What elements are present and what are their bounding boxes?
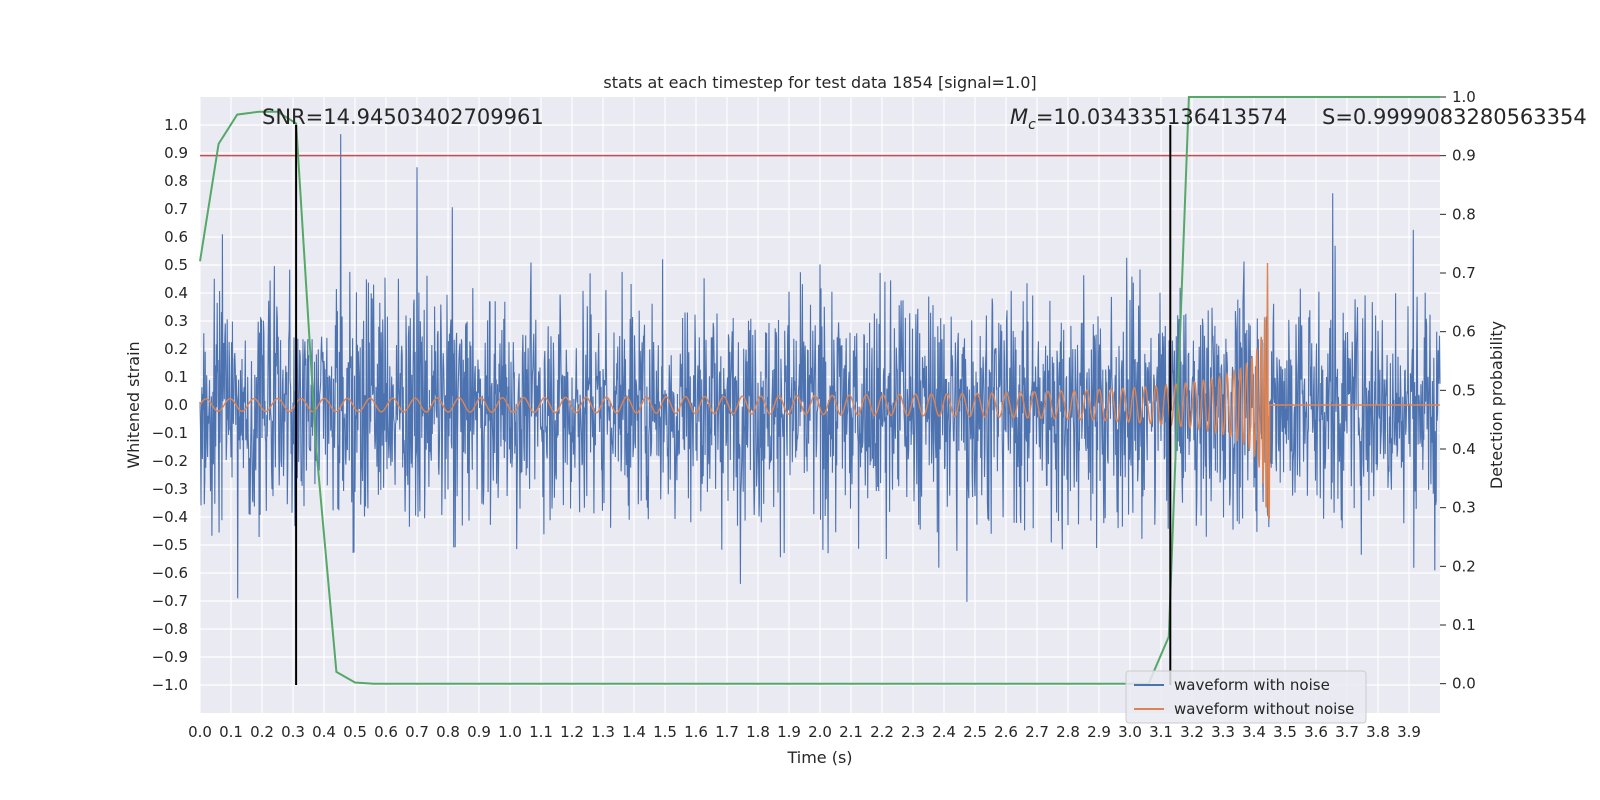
- snr-annotation: SNR=14.94503402709961: [262, 105, 544, 129]
- x-tick-label: 0.0: [188, 723, 212, 741]
- y-tick-label: 0.8: [164, 172, 188, 190]
- y2-tick-label: 0.6: [1452, 323, 1476, 341]
- chirp-mass-value: =10.034335136413574: [1036, 105, 1287, 129]
- y-tick-label: 0.0: [164, 396, 188, 414]
- y-tick-label: 1.0: [164, 116, 188, 134]
- y2-tick-label: 0.0: [1452, 675, 1476, 693]
- x-tick-label: 0.1: [219, 723, 243, 741]
- x-tick-label: 2.7: [1025, 723, 1049, 741]
- x-tick-label: 1.0: [498, 723, 522, 741]
- x-tick-label: 3.3: [1211, 723, 1235, 741]
- x-tick-label: 3.4: [1242, 723, 1266, 741]
- legend-box: [1125, 670, 1367, 724]
- clean-waveform-line: [199, 262, 1440, 519]
- x-tick-label: 1.1: [529, 723, 553, 741]
- y2-tick-label: 0.4: [1452, 440, 1476, 458]
- x-tick-label: 3.0: [1118, 723, 1142, 741]
- x-tick-label: 0.9: [467, 723, 491, 741]
- x-tick-label: 1.9: [777, 723, 801, 741]
- y-tick-label: −0.5: [152, 536, 188, 554]
- x-tick-label: 3.5: [1273, 723, 1297, 741]
- detection-probability-line: [199, 96, 1440, 685]
- legend-label-noise: waveform with noise: [1174, 676, 1330, 694]
- y2-tick-label: 0.2: [1452, 557, 1476, 575]
- chirp-mass-symbol: M: [1010, 105, 1028, 129]
- x-tick-label: 2.5: [963, 723, 987, 741]
- x-tick-label: 0.8: [436, 723, 460, 741]
- x-tick-label: 2.0: [808, 723, 832, 741]
- plot-layer: [199, 96, 1441, 685]
- y-tick-label: 0.2: [164, 340, 188, 358]
- x-tick-label: 1.2: [560, 723, 584, 741]
- x-tick-label: 2.4: [932, 723, 956, 741]
- y2-tick-label: 0.5: [1452, 381, 1476, 399]
- x-tick-label: 3.2: [1180, 723, 1204, 741]
- x-tick-label: 3.6: [1304, 723, 1328, 741]
- y-tick-label: −0.4: [152, 508, 188, 526]
- x-tick-label: 0.7: [405, 723, 429, 741]
- legend-label-clean: waveform without noise: [1174, 700, 1354, 718]
- y-tick-label: −0.6: [152, 564, 188, 582]
- tick-labels: 0.0 0.1 0.2 0.3 0.4 0.5 0.6 0.7 0.8 0.9 1.0 1.1 1.2 1…: [152, 88, 1476, 741]
- y-tick-label: −1.0: [152, 676, 188, 694]
- x-tick-label: 2.9: [1087, 723, 1111, 741]
- y2-tick-label: 0.9: [1452, 147, 1476, 165]
- x-tick-label: 1.4: [622, 723, 646, 741]
- detection-score-annotation: S=0.9999083280563354: [1322, 105, 1587, 129]
- legend: waveform with noise waveform without noi…: [1125, 670, 1367, 724]
- y-tick-label: −0.7: [152, 592, 188, 610]
- y-tick-label: 0.6: [164, 228, 188, 246]
- x-tick-label: 0.2: [250, 723, 274, 741]
- x-tick-label: 0.5: [343, 723, 367, 741]
- y-tick-label: 0.9: [164, 144, 188, 162]
- x-tick-label: 1.7: [715, 723, 739, 741]
- x-tick-label: 3.1: [1149, 723, 1173, 741]
- x-tick-label: 2.1: [839, 723, 863, 741]
- x-tick-label: 1.6: [684, 723, 708, 741]
- x-tick-label: 3.8: [1366, 723, 1390, 741]
- x-tick-label: 1.3: [591, 723, 615, 741]
- y-tick-label: −0.8: [152, 620, 188, 638]
- x-tick-label: 2.8: [1056, 723, 1080, 741]
- x-tick-label: 0.4: [312, 723, 336, 741]
- y2-tick-label: 0.1: [1452, 616, 1476, 634]
- x-tick-label: 2.2: [870, 723, 894, 741]
- x-axis-label: Time (s): [786, 748, 852, 767]
- y-axis-label: Whitened strain: [124, 341, 143, 468]
- y2-axis-label: Detection probability: [1487, 321, 1506, 489]
- x-tick-label: 3.9: [1397, 723, 1421, 741]
- y-tick-label: 0.7: [164, 200, 188, 218]
- chirp-mass-annotation: Mc=10.034335136413574: [1010, 105, 1287, 133]
- y-tick-label: 0.5: [164, 256, 188, 274]
- x-tick-label: 0.3: [281, 723, 305, 741]
- y2-tick-label: 0.8: [1452, 205, 1476, 223]
- y-tick-label: 0.3: [164, 312, 188, 330]
- x-tick-label: 1.5: [653, 723, 677, 741]
- x-tick-label: 2.3: [901, 723, 925, 741]
- y-tick-label: 0.4: [164, 284, 188, 302]
- y2-tick-label: 1.0: [1452, 88, 1476, 106]
- y-tick-label: −0.1: [152, 424, 188, 442]
- x-tick-label: 3.7: [1335, 723, 1359, 741]
- chart-title: stats at each timestep for test data 185…: [603, 73, 1036, 92]
- y-tick-label: −0.9: [152, 648, 188, 666]
- y-tick-label: 0.1: [164, 368, 188, 386]
- y-tick-label: −0.2: [152, 452, 188, 470]
- noise-waveform-line: [199, 134, 1441, 602]
- y-tick-label: −0.3: [152, 480, 188, 498]
- y2-tick-label: 0.7: [1452, 264, 1476, 282]
- x-tick-label: 1.8: [746, 723, 770, 741]
- x-tick-label: 2.6: [994, 723, 1018, 741]
- chirp-mass-subscript: c: [1028, 117, 1036, 133]
- x-tick-label: 0.6: [374, 723, 398, 741]
- y2-tick-label: 0.3: [1452, 499, 1476, 517]
